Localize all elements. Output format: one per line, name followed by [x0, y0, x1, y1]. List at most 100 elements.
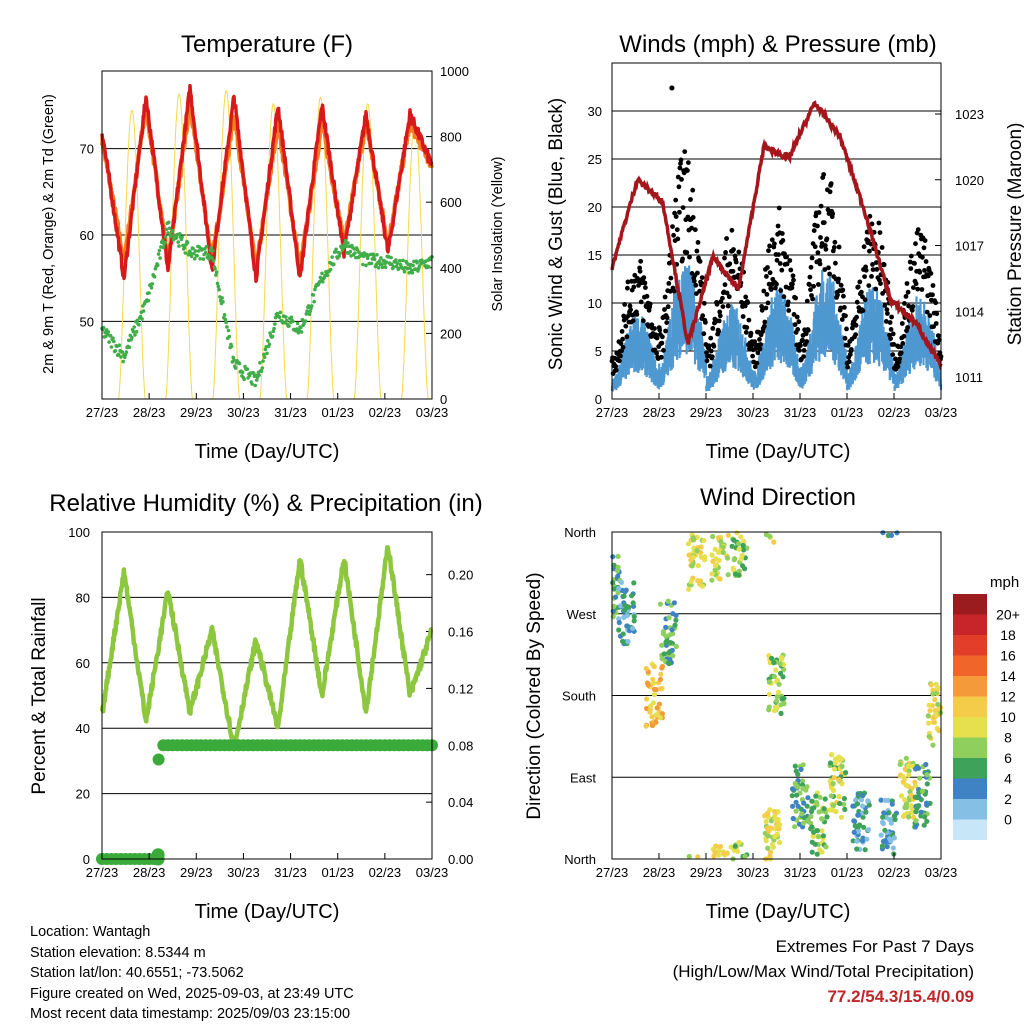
wind-gust-point	[661, 347, 666, 353]
direction-point	[888, 820, 894, 826]
dewpoint-point	[328, 267, 333, 272]
dewpoint-point	[245, 367, 250, 371]
wind-gust-point	[786, 308, 792, 313]
wind-gust-point	[876, 220, 882, 226]
direction-point	[624, 613, 630, 619]
direction-point	[936, 728, 942, 734]
direction-point	[792, 763, 798, 769]
wind-gust-point	[625, 285, 630, 291]
colorbar-swatch	[953, 635, 987, 656]
dewpoint-point	[306, 304, 311, 308]
dewpoint-point	[260, 366, 265, 370]
direction-point	[626, 604, 632, 610]
wind-gust-point	[625, 279, 631, 285]
direction-point	[906, 772, 912, 778]
direction-point	[657, 676, 664, 683]
direction-point	[613, 594, 619, 600]
direction-point	[763, 819, 769, 825]
wind-gust-point	[743, 330, 749, 335]
direction-point	[781, 701, 787, 707]
wind-gust-point	[790, 281, 795, 287]
wind-gust-point	[730, 268, 736, 274]
humidity-xlabel: Time (Day/UTC)	[195, 901, 340, 923]
wind-gust-point	[740, 314, 746, 319]
colorbar-label: 4	[1004, 771, 1012, 787]
wind-gust-point	[628, 307, 633, 313]
dewpoint-point	[210, 256, 214, 260]
wind-gust-point	[764, 292, 770, 297]
wind-gust-point	[791, 312, 797, 317]
wind-gust-point	[788, 267, 794, 273]
dewpoint-point	[220, 296, 224, 300]
x-tick-label: 27/23	[596, 865, 629, 880]
direction-point	[741, 547, 747, 553]
wind-gust-point	[904, 281, 910, 286]
wind-gust-point	[899, 321, 905, 326]
direction-point	[730, 566, 737, 573]
direction-point	[854, 801, 861, 807]
direction-point	[643, 666, 649, 672]
temperature-2m-line	[100, 83, 434, 284]
temperature-panel: Temperature (F) 2m & 9m T (Red, Orange) …	[41, 31, 506, 463]
dewpoint-point	[410, 271, 415, 275]
x-tick-label: 30/23	[227, 865, 260, 880]
direction-point	[831, 766, 838, 772]
wind-gust-point	[928, 271, 934, 276]
direction-point	[670, 611, 676, 617]
dewpoint-point	[257, 373, 261, 377]
dewpoint-point	[167, 226, 172, 231]
dewpoint-point	[117, 343, 122, 348]
wind-gust-point	[761, 323, 767, 329]
wind-gust-point	[759, 304, 764, 309]
direction-point	[816, 834, 822, 840]
direction-point	[920, 788, 926, 794]
wind-gust-point	[862, 274, 867, 279]
colorbar-swatch	[953, 614, 987, 635]
direction-tick-label: North	[564, 525, 596, 540]
direction-point	[813, 793, 819, 799]
direction-point	[697, 578, 704, 584]
dewpoint-point	[343, 238, 348, 243]
dewpoint-point	[427, 265, 431, 269]
wind-gust-point	[804, 339, 810, 344]
colorbar-label: 6	[1004, 750, 1012, 766]
wind-gust-point	[613, 364, 619, 369]
dewpoint-point	[161, 245, 166, 250]
x-tick-label: 29/23	[180, 865, 213, 880]
wind-ylabel-right: Station Pressure (Maroon)	[1005, 123, 1024, 346]
wind-gust-point	[638, 299, 644, 305]
direction-point	[611, 603, 617, 610]
dewpoint-point	[318, 275, 323, 280]
wind-gust-point	[922, 238, 928, 244]
wind-gust-point	[811, 228, 817, 234]
dewpoint-point	[334, 247, 338, 252]
wind-gust-point	[867, 248, 872, 254]
direction-point	[702, 554, 708, 560]
wind-gust-point	[769, 237, 775, 243]
direction-point	[811, 805, 817, 811]
dewpoint-point	[338, 251, 342, 255]
dewpoint-point	[343, 241, 347, 246]
direction-point	[823, 844, 829, 850]
direction-point	[930, 687, 936, 694]
wind-gust-point	[866, 283, 872, 288]
wind-gust-point	[623, 323, 629, 329]
direction-point	[932, 707, 938, 714]
x-tick-label: 02/23	[369, 405, 402, 420]
extremes-box: Extremes For Past 7 Days (High/Low/Max W…	[673, 934, 974, 1009]
dewpoint-point	[365, 256, 370, 261]
dewpoint-point	[321, 279, 325, 284]
direction-point	[789, 793, 795, 799]
dewpoint-point	[119, 355, 123, 359]
colorbar-swatch	[953, 594, 987, 615]
wind-gust-point	[862, 297, 868, 303]
x-tick-label: 30/23	[737, 405, 770, 420]
wind-gust-point	[848, 347, 854, 352]
dewpoint-point	[289, 315, 294, 320]
direction-point	[657, 601, 664, 607]
wind-gust-point	[613, 367, 619, 373]
wind-gust-point	[919, 287, 925, 292]
dewpoint-point	[379, 256, 383, 260]
wind-gust-point	[706, 343, 712, 349]
wind-gust-point	[803, 331, 809, 337]
